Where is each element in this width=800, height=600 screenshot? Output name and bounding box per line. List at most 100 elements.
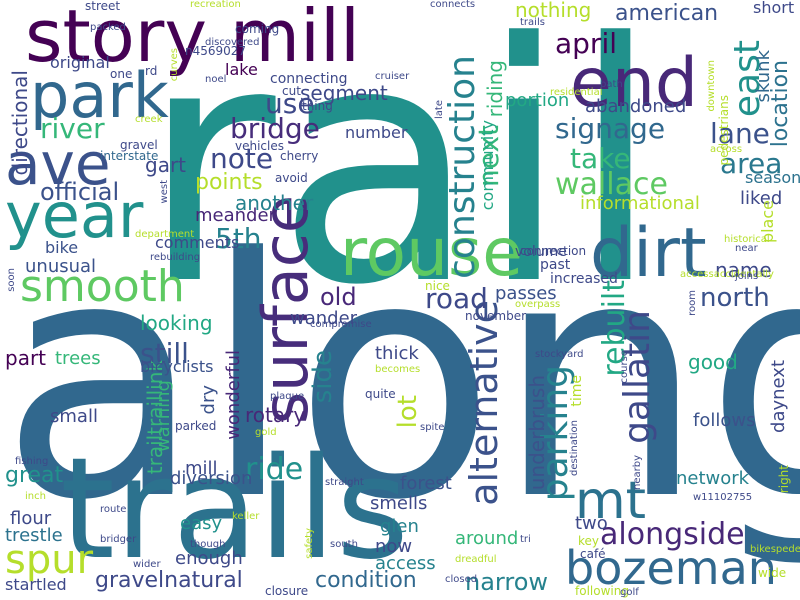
word: joins (735, 271, 759, 282)
word: river (40, 112, 105, 145)
word: fishing (15, 456, 49, 467)
word: west (159, 180, 170, 204)
word: nearby (632, 455, 643, 490)
word: stockyard (535, 349, 584, 360)
word: american (615, 1, 719, 26)
word: thick (375, 343, 419, 364)
word: season (745, 168, 800, 187)
word: wide (758, 566, 787, 580)
word: wonderful (223, 350, 244, 440)
word: across (710, 144, 743, 155)
word: compromise (310, 319, 372, 330)
word: north (700, 283, 770, 313)
word: right (777, 465, 791, 494)
word: straight (325, 477, 364, 488)
word: condition (315, 568, 417, 593)
word: creek (135, 114, 163, 125)
word: take (570, 142, 631, 175)
word: bike (45, 238, 79, 257)
word: around (455, 528, 519, 549)
word: access (375, 553, 436, 574)
word: daynext (768, 360, 789, 433)
word: closure (265, 584, 309, 598)
word: area (720, 147, 783, 180)
word: historical (724, 234, 770, 245)
word: following (575, 584, 629, 598)
word: wander (290, 308, 358, 329)
word: dirt (590, 214, 707, 293)
word: alternative (462, 300, 506, 506)
word: connecting (270, 71, 348, 87)
word: passes (495, 283, 557, 304)
word: dreadful (455, 554, 497, 565)
word: startled (5, 575, 67, 594)
word: late (434, 100, 445, 119)
word: keller (232, 511, 260, 522)
word: trestle (5, 525, 63, 546)
word: along (0, 188, 800, 572)
word: interstate (100, 149, 159, 163)
word: one (110, 67, 133, 81)
word: safety (304, 528, 315, 559)
word: skunk (753, 50, 774, 103)
word: nice (425, 279, 450, 293)
word: road (425, 282, 488, 315)
word: number (345, 123, 408, 142)
word: destination (569, 420, 580, 477)
word: trees (55, 348, 101, 369)
word: avoid (275, 171, 308, 185)
word: rebuilding (150, 252, 201, 263)
word: ride (245, 452, 304, 487)
word: smells (370, 493, 428, 514)
word: diversion (170, 468, 253, 489)
word: original (50, 53, 110, 72)
word: golf (620, 587, 639, 598)
word: small (50, 406, 98, 427)
word: coming (235, 22, 280, 36)
word: department (135, 229, 195, 240)
word: directional (8, 70, 32, 176)
word: residential (550, 87, 603, 98)
word: downtown (706, 60, 717, 112)
word: n4569027 (185, 44, 247, 58)
word: abandoned (585, 96, 687, 117)
word: vehicles (235, 139, 284, 153)
word: use (265, 87, 315, 120)
word: enough (175, 548, 243, 569)
word: old (320, 283, 357, 311)
word: thing (302, 99, 333, 113)
word: forest (400, 473, 452, 494)
word: volume (515, 244, 567, 260)
word: short (753, 0, 795, 17)
word: alongside (600, 517, 745, 552)
word: closed (445, 574, 478, 585)
word: dry (198, 385, 219, 415)
word: recreation (190, 0, 241, 10)
word: nothing (515, 0, 592, 22)
word: packed (90, 22, 126, 33)
word: cut (282, 84, 301, 98)
word: though (190, 539, 226, 550)
word: story mill (25, 0, 361, 78)
word: underbrush (525, 375, 549, 491)
word: bikespedestrians (750, 544, 800, 555)
word: room (687, 290, 698, 316)
word: near (735, 243, 758, 254)
word: connection (520, 244, 587, 258)
word: follows (693, 410, 756, 431)
word: parked (175, 419, 217, 433)
word: good (688, 350, 738, 374)
word: café (580, 547, 606, 561)
word: gart (145, 153, 187, 177)
word: tri (520, 534, 531, 545)
word: gravelnatural (95, 568, 243, 593)
word: side (308, 350, 338, 404)
word: south (330, 539, 358, 550)
word: key (578, 534, 600, 548)
word: part (5, 346, 47, 370)
word: w11102755 (693, 492, 753, 503)
word: trails (520, 17, 545, 28)
word: path (600, 79, 623, 90)
word: portion (505, 90, 570, 111)
word: time (569, 375, 585, 407)
